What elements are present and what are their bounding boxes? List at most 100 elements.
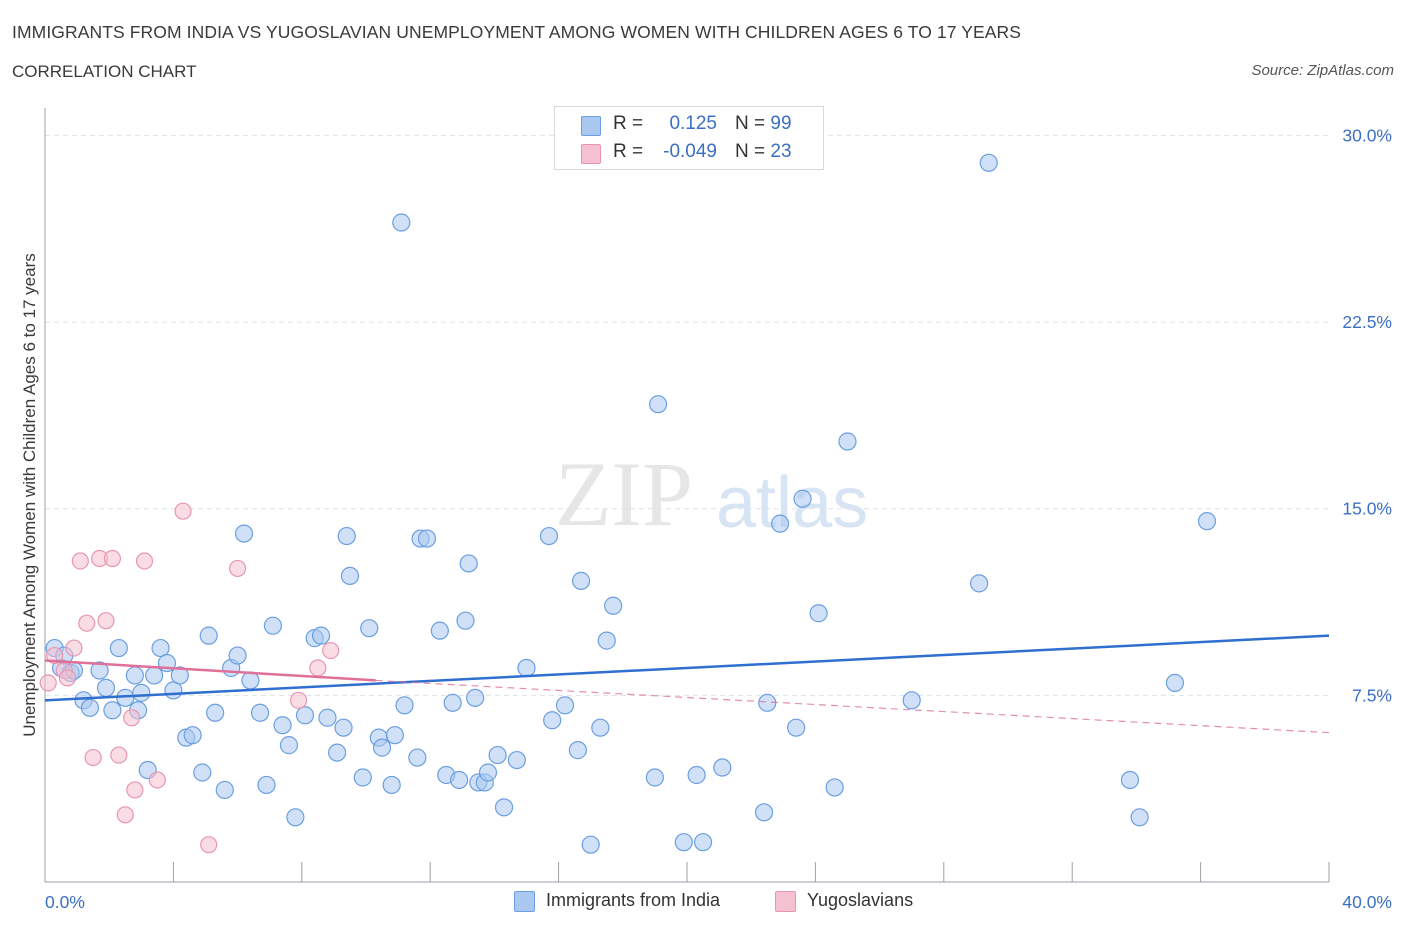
yugoslavian-point: [229, 559, 247, 578]
yugoslavian-point: [135, 552, 154, 570]
india-point: [250, 703, 270, 722]
legend-n-value: 99: [770, 113, 792, 134]
india-point: [257, 775, 276, 795]
legend-row-india: R = 0.125 N = 99: [555, 111, 823, 139]
india-point: [674, 833, 693, 852]
india-point: [116, 688, 135, 707]
india-point: [183, 726, 202, 745]
india-point: [979, 153, 998, 172]
india-point: [555, 696, 575, 715]
gridlines: [45, 134, 1329, 696]
india-point: [392, 213, 411, 232]
legend-r-value: -0.049: [663, 141, 717, 162]
yugoslavian-point: [322, 641, 340, 660]
india-point: [382, 775, 401, 795]
yugoslavian-point: [71, 552, 89, 570]
india-point: [825, 778, 844, 797]
yugoslavian-point: [110, 746, 128, 764]
india-point: [1120, 770, 1140, 790]
india-trend-line: [44, 634, 1330, 702]
chart-title: IMMIGRANTS FROM INDIA VS YUGOSLAVIAN UNE…: [12, 22, 1022, 42]
india-point: [372, 738, 392, 757]
india-point: [273, 716, 292, 735]
yugoslavian-point: [97, 612, 115, 630]
source-label: Source: ZipAtlas.com: [1251, 62, 1394, 79]
india-point: [449, 770, 469, 790]
yugoslavian-point: [148, 771, 166, 789]
india-point: [125, 666, 144, 685]
india-point: [90, 661, 109, 680]
legend-r-label: R =: [613, 141, 644, 162]
india-point: [456, 611, 475, 630]
india-point: [539, 526, 559, 546]
india-point: [517, 658, 536, 678]
india-point: [459, 554, 478, 573]
india-point: [334, 718, 353, 737]
y-tick-label: 22.5%: [1342, 312, 1392, 332]
legend-r-value: 0.125: [669, 113, 717, 134]
india-point: [1165, 673, 1185, 693]
y-tick-label: 30.0%: [1342, 125, 1392, 145]
bottom-legend-label-yugoslavians: Yugoslavians: [807, 890, 914, 910]
india-point: [337, 526, 356, 546]
legend-n: N = 23: [735, 141, 792, 163]
india-point: [809, 604, 828, 623]
india-point: [193, 763, 212, 782]
chart-subtitle: CORRELATION CHART: [12, 62, 197, 81]
legend-r-label: R =: [613, 113, 644, 134]
legend-n-label: N =: [735, 113, 766, 134]
india-point: [770, 514, 790, 533]
india-point: [597, 631, 616, 650]
yugoslavian-point: [309, 659, 327, 677]
india-point: [568, 741, 587, 760]
x-tick-label: 0.0%: [45, 892, 85, 912]
india-point: [758, 693, 777, 712]
india-point: [687, 765, 706, 785]
india-point: [754, 803, 774, 822]
yugoslavian-point: [174, 502, 192, 520]
india-point: [571, 571, 591, 590]
india-point: [395, 696, 414, 715]
y-tick-label: 7.5%: [1352, 685, 1392, 705]
india-points: [45, 153, 1217, 854]
yugoslavian-trend-extension: [375, 679, 1330, 734]
india-point: [96, 678, 116, 697]
india-point: [1130, 808, 1149, 827]
yugoslavian-trend-line: [44, 659, 376, 682]
india-point: [591, 718, 610, 737]
india-point: [170, 666, 189, 685]
yugoslavian-point: [58, 669, 77, 687]
yugoslavian-point: [116, 806, 134, 824]
india-point: [286, 808, 305, 827]
india-point: [902, 691, 921, 710]
india-point: [443, 693, 462, 712]
yugoslavian-point: [39, 674, 57, 692]
india-point: [295, 706, 315, 725]
watermark-zip: ZIP: [555, 443, 693, 545]
tick-labels: 7.5% 15.0% 22.5% 30.0% 0.0% 40.0%: [45, 125, 1392, 912]
yugoslavian-point: [123, 709, 141, 727]
india-point: [215, 780, 234, 800]
india-point: [645, 768, 665, 787]
yugoslavian-point: [84, 748, 102, 767]
axes: [44, 108, 1330, 883]
india-point: [488, 745, 507, 765]
watermark-atlas: atlas: [716, 463, 868, 543]
india-point: [970, 574, 989, 593]
india-point: [340, 566, 360, 586]
india-point: [328, 743, 347, 762]
india-point: [279, 736, 299, 755]
india-point: [318, 708, 337, 727]
india-point: [145, 666, 164, 685]
india-point: [360, 619, 379, 638]
y-tick-label: 15.0%: [1342, 499, 1392, 519]
india-point: [206, 703, 225, 722]
india-point: [417, 529, 437, 548]
yugoslavian-point: [103, 549, 122, 568]
india-point: [507, 750, 526, 770]
india-point: [385, 726, 404, 745]
yugoslavian-points: [39, 502, 340, 854]
india-point: [199, 626, 218, 645]
bottom-legend-swatch-india: [514, 891, 535, 912]
